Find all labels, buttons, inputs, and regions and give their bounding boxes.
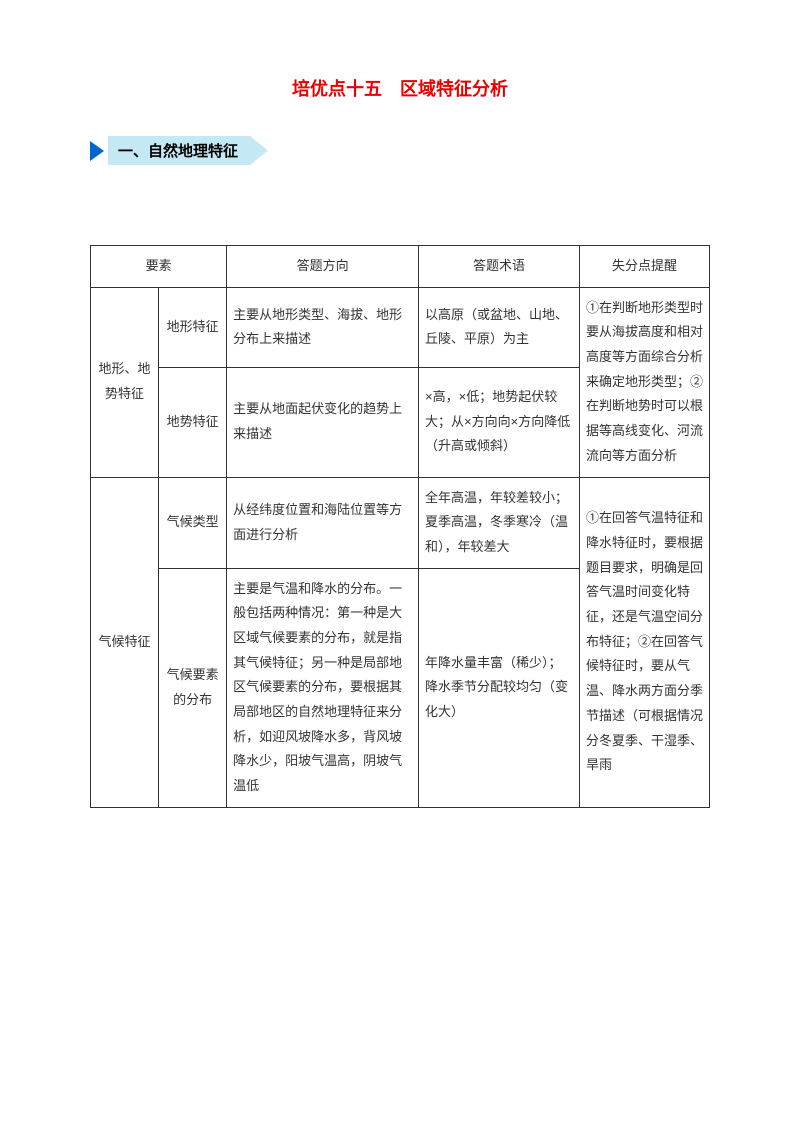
header-tixing: 失分点提醒 — [579, 246, 709, 288]
cell-fangxiang: 主要是气温和降水的分布。一般包括两种情况：第一种是大区域气候要素的分布，就是指其… — [227, 568, 419, 807]
cell-shuyu: 年降水量丰富（稀少）；降水季节分配较均匀（变化大） — [419, 568, 580, 807]
cell-fangxiang: 主要从地面起伏变化的趋势上来描述 — [227, 367, 419, 477]
cell-shuyu: 全年高温，年较差较小；夏季高温，冬季寒冷（温和），年较差大 — [419, 477, 580, 568]
cell-tixing-climate: ①在回答气温特征和降水特征时，要根据题目要求，明确是回答气温时间变化特征，还是气… — [579, 477, 709, 807]
page-title: 培优点十五 区域特征分析 — [90, 75, 710, 101]
table-row: 地形、地势特征 地形特征 主要从地形类型、海拔、地形分布上来描述 以高原（或盆地… — [91, 287, 710, 367]
cell-group-terrain: 地形、地势特征 — [91, 287, 159, 477]
cell-tixing-terrain: ①在判断地形类型时要从海拔高度和相对高度等方面综合分析来确定地形类型；②在判断地… — [579, 287, 709, 477]
cell-group-climate: 气候特征 — [91, 477, 159, 807]
cell-sub-climate-type: 气候类型 — [159, 477, 227, 568]
cell-fangxiang: 主要从地形类型、海拔、地形分布上来描述 — [227, 287, 419, 367]
banner-triangle-icon — [90, 141, 104, 161]
header-yaosu: 要素 — [91, 246, 227, 288]
section-banner: 一、自然地理特征 — [90, 136, 268, 165]
cell-shuyu: ×高，×低；地势起伏较大；从×方向向×方向降低（升高或倾斜） — [419, 367, 580, 477]
table-header-row: 要素 答题方向 答题术语 失分点提醒 — [91, 246, 710, 288]
analysis-table: 要素 答题方向 答题术语 失分点提醒 地形、地势特征 地形特征 主要从地形类型、… — [90, 245, 710, 808]
header-fangxiang: 答题方向 — [227, 246, 419, 288]
section-heading: 一、自然地理特征 — [108, 136, 268, 165]
cell-sub-terrain-slope: 地势特征 — [159, 367, 227, 477]
header-shuyu: 答题术语 — [419, 246, 580, 288]
cell-shuyu: 以高原（或盆地、山地、丘陵、平原）为主 — [419, 287, 580, 367]
cell-sub-terrain-type: 地形特征 — [159, 287, 227, 367]
table-row: 气候特征 气候类型 从经纬度位置和海陆位置等方面进行分析 全年高温，年较差较小；… — [91, 477, 710, 568]
cell-fangxiang: 从经纬度位置和海陆位置等方面进行分析 — [227, 477, 419, 568]
cell-sub-climate-element: 气候要素的分布 — [159, 568, 227, 807]
